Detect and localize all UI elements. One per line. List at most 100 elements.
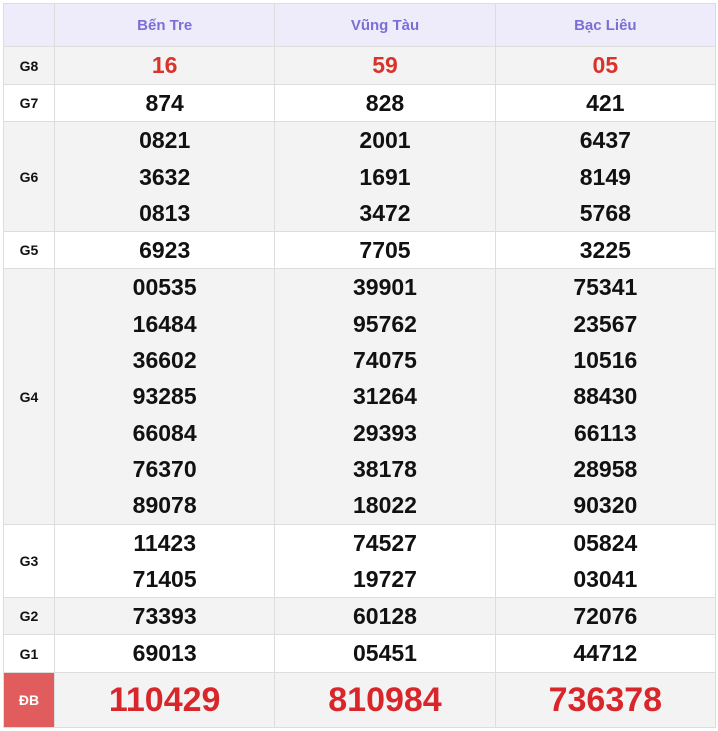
prize-number: 8149 — [579, 163, 631, 190]
prize-number: 44712 — [573, 640, 638, 667]
prize-row-g3: G3 11423 71405 74527 19727 05824 03041 — [3, 523, 717, 599]
prize-cell: 6437 8149 5768 — [494, 121, 717, 233]
prize-number: 72076 — [573, 603, 638, 630]
prize-cell: 39901 95762 74075 31264 29393 38178 18022 — [274, 268, 496, 525]
prize-number: 66113 — [573, 419, 637, 446]
prize-number: 3632 — [139, 163, 191, 190]
prize-number: 28958 — [573, 455, 638, 482]
prize-number: 93285 — [132, 383, 197, 410]
prize-cell: 44712 — [494, 634, 717, 673]
prize-number: 39901 — [353, 274, 417, 301]
prize-number: 421 — [586, 90, 625, 116]
prize-number: 6923 — [139, 237, 191, 264]
prize-row-g2: G2 73393 60128 72076 — [3, 597, 717, 636]
prize-row-g1: G1 69013 05451 44712 — [3, 634, 717, 673]
prize-cell: 60128 — [274, 597, 496, 636]
prize-number: 874 — [145, 90, 184, 116]
prize-number: 19727 — [353, 565, 417, 592]
corner-cell — [3, 3, 55, 47]
prize-cell: 3225 — [494, 231, 717, 270]
prize-number: 05 — [592, 52, 619, 78]
prize-label: G3 — [3, 523, 55, 599]
prize-number: 74527 — [353, 529, 417, 556]
prize-number: 0813 — [139, 199, 191, 226]
prize-number: 31264 — [353, 383, 417, 410]
prize-number: 71405 — [132, 565, 197, 592]
prize-number: 3472 — [359, 199, 411, 226]
prize-number: 0821 — [139, 127, 191, 154]
prize-cell: 16 — [53, 46, 276, 85]
prize-label: G4 — [3, 268, 55, 525]
prize-cell: 72076 — [494, 597, 717, 636]
prize-cell: 828 — [274, 83, 496, 123]
prize-cell: 6923 — [53, 231, 276, 270]
prize-number: 3225 — [579, 237, 631, 264]
prize-number: 828 — [365, 90, 405, 116]
prize-number: 03041 — [573, 565, 638, 592]
prize-number: 66084 — [132, 419, 197, 446]
prize-number: 736378 — [548, 680, 663, 719]
province-header: Vũng Tàu — [274, 3, 496, 47]
prize-label: G6 — [3, 121, 55, 233]
prize-cell: 74527 19727 — [274, 523, 496, 599]
prize-cell: 810984 — [274, 671, 496, 728]
prize-cell: 0821 3632 0813 — [53, 121, 276, 233]
prize-number: 2001 — [359, 127, 411, 154]
prize-number: 6437 — [579, 127, 631, 154]
prize-cell: 00535 16484 36602 93285 66084 76370 89078 — [53, 268, 276, 525]
prize-cell: 110429 — [53, 671, 276, 728]
prize-number: 1691 — [359, 163, 411, 190]
prize-label: G2 — [3, 597, 55, 636]
prize-cell: 736378 — [494, 671, 717, 728]
prize-number: 18022 — [353, 492, 417, 519]
prize-number: 90320 — [573, 492, 638, 519]
prize-label: G8 — [3, 46, 55, 85]
prize-cell: 05 — [494, 46, 717, 85]
prize-number: 60128 — [353, 603, 417, 630]
prize-number: 76370 — [132, 455, 197, 482]
prize-number: 05824 — [573, 529, 638, 556]
prize-cell: 11423 71405 — [53, 523, 276, 599]
prize-label: ĐB — [3, 671, 55, 728]
prize-cell: 7705 — [274, 231, 496, 270]
prize-number: 74075 — [353, 347, 417, 374]
prize-number: 23567 — [573, 310, 638, 337]
prize-number: 05451 — [353, 640, 417, 667]
prize-cell: 75341 23567 10516 88430 66113 28958 90320 — [494, 268, 717, 525]
prize-row-đb: ĐB 110429 810984 736378 — [3, 671, 717, 728]
prize-number: 110429 — [108, 680, 221, 719]
prize-number: 810984 — [328, 680, 442, 719]
header-row: Bến Tre Vũng Tàu Bạc Liêu — [3, 3, 717, 47]
lottery-results-table: Bến Tre Vũng Tàu Bạc Liêu G8 16 59 05 G7 874 8… — [3, 3, 717, 728]
prize-number: 36602 — [132, 347, 197, 374]
prize-number: 10516 — [573, 347, 638, 374]
prize-number: 75341 — [573, 274, 638, 301]
prize-label: G7 — [3, 83, 55, 123]
prize-row-g4: G4 00535 16484 36602 93285 66084 76370 89078 399… — [3, 268, 717, 525]
prize-cell: 73393 — [53, 597, 276, 636]
prize-number: 11423 — [133, 529, 197, 556]
prize-number: 95762 — [353, 310, 417, 337]
prize-cell: 05451 — [274, 634, 496, 673]
prize-label: G5 — [3, 231, 55, 270]
prize-number: 88430 — [573, 383, 638, 410]
prize-number: 7705 — [359, 237, 411, 264]
prize-number: 5768 — [579, 199, 631, 226]
prize-number: 16 — [151, 52, 178, 78]
province-header: Bến Tre — [53, 3, 276, 47]
prize-number: 29393 — [353, 419, 417, 446]
prize-label: G1 — [3, 634, 55, 673]
prize-row-g6: G6 0821 3632 0813 2001 1691 3472 6437 8149 5768 — [3, 121, 717, 233]
prize-cell: 69013 — [53, 634, 276, 673]
prize-cell: 421 — [494, 83, 717, 123]
prize-row-g7: G7 874 828 421 — [3, 83, 717, 123]
prize-number: 16484 — [132, 310, 197, 337]
prize-number: 59 — [372, 52, 398, 78]
prize-number: 73393 — [132, 603, 197, 630]
prize-cell: 59 — [274, 46, 496, 85]
prize-number: 38178 — [353, 455, 417, 482]
prize-cell: 874 — [53, 83, 276, 123]
prize-row-g8: G8 16 59 05 — [3, 46, 717, 85]
prize-cell: 05824 03041 — [494, 523, 717, 599]
province-header: Bạc Liêu — [494, 3, 717, 47]
